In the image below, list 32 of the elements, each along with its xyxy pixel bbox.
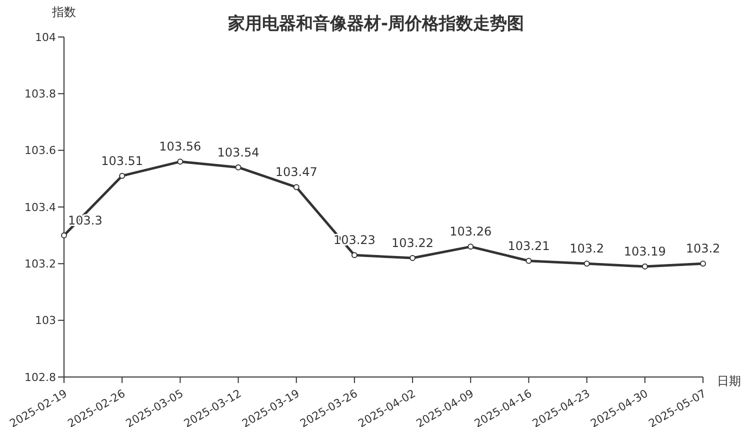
point	[351, 252, 358, 258]
data-label: 103.21	[508, 238, 550, 253]
y-tick-label: 103.8	[24, 88, 56, 101]
point	[410, 255, 416, 261]
data-label: 103.47	[275, 165, 318, 180]
point	[177, 158, 184, 165]
point	[119, 172, 126, 179]
y-tick-label: 103.2	[24, 258, 56, 271]
point	[61, 232, 67, 238]
y-axis-title: 指数	[51, 5, 76, 19]
y-tick-label: 103.4	[24, 200, 56, 214]
y-tick-label: 103.6	[24, 144, 56, 158]
x-axis-title: 日期	[717, 374, 741, 388]
data-label: 103.51	[101, 154, 144, 168]
data-label: 103.54	[217, 145, 260, 160]
point	[700, 260, 706, 267]
point	[235, 164, 242, 170]
data-label: 103.26	[450, 224, 492, 239]
point	[526, 258, 532, 264]
data-label: 103.19	[624, 244, 666, 258]
data-label: 103.2	[570, 242, 604, 256]
y-tick-label: 104	[35, 30, 56, 44]
data-label: 103.56	[159, 140, 202, 154]
point	[293, 184, 300, 190]
point	[642, 264, 648, 270]
chart-title: 家用电器和音像器材-周价格指数走势图	[228, 14, 524, 34]
point	[584, 260, 590, 267]
point	[468, 244, 474, 250]
y-tick-label: 102.8	[24, 370, 56, 384]
data-label: 103.22	[392, 236, 434, 250]
data-label: 103.2	[686, 242, 720, 256]
y-tick-label: 103	[35, 314, 56, 328]
